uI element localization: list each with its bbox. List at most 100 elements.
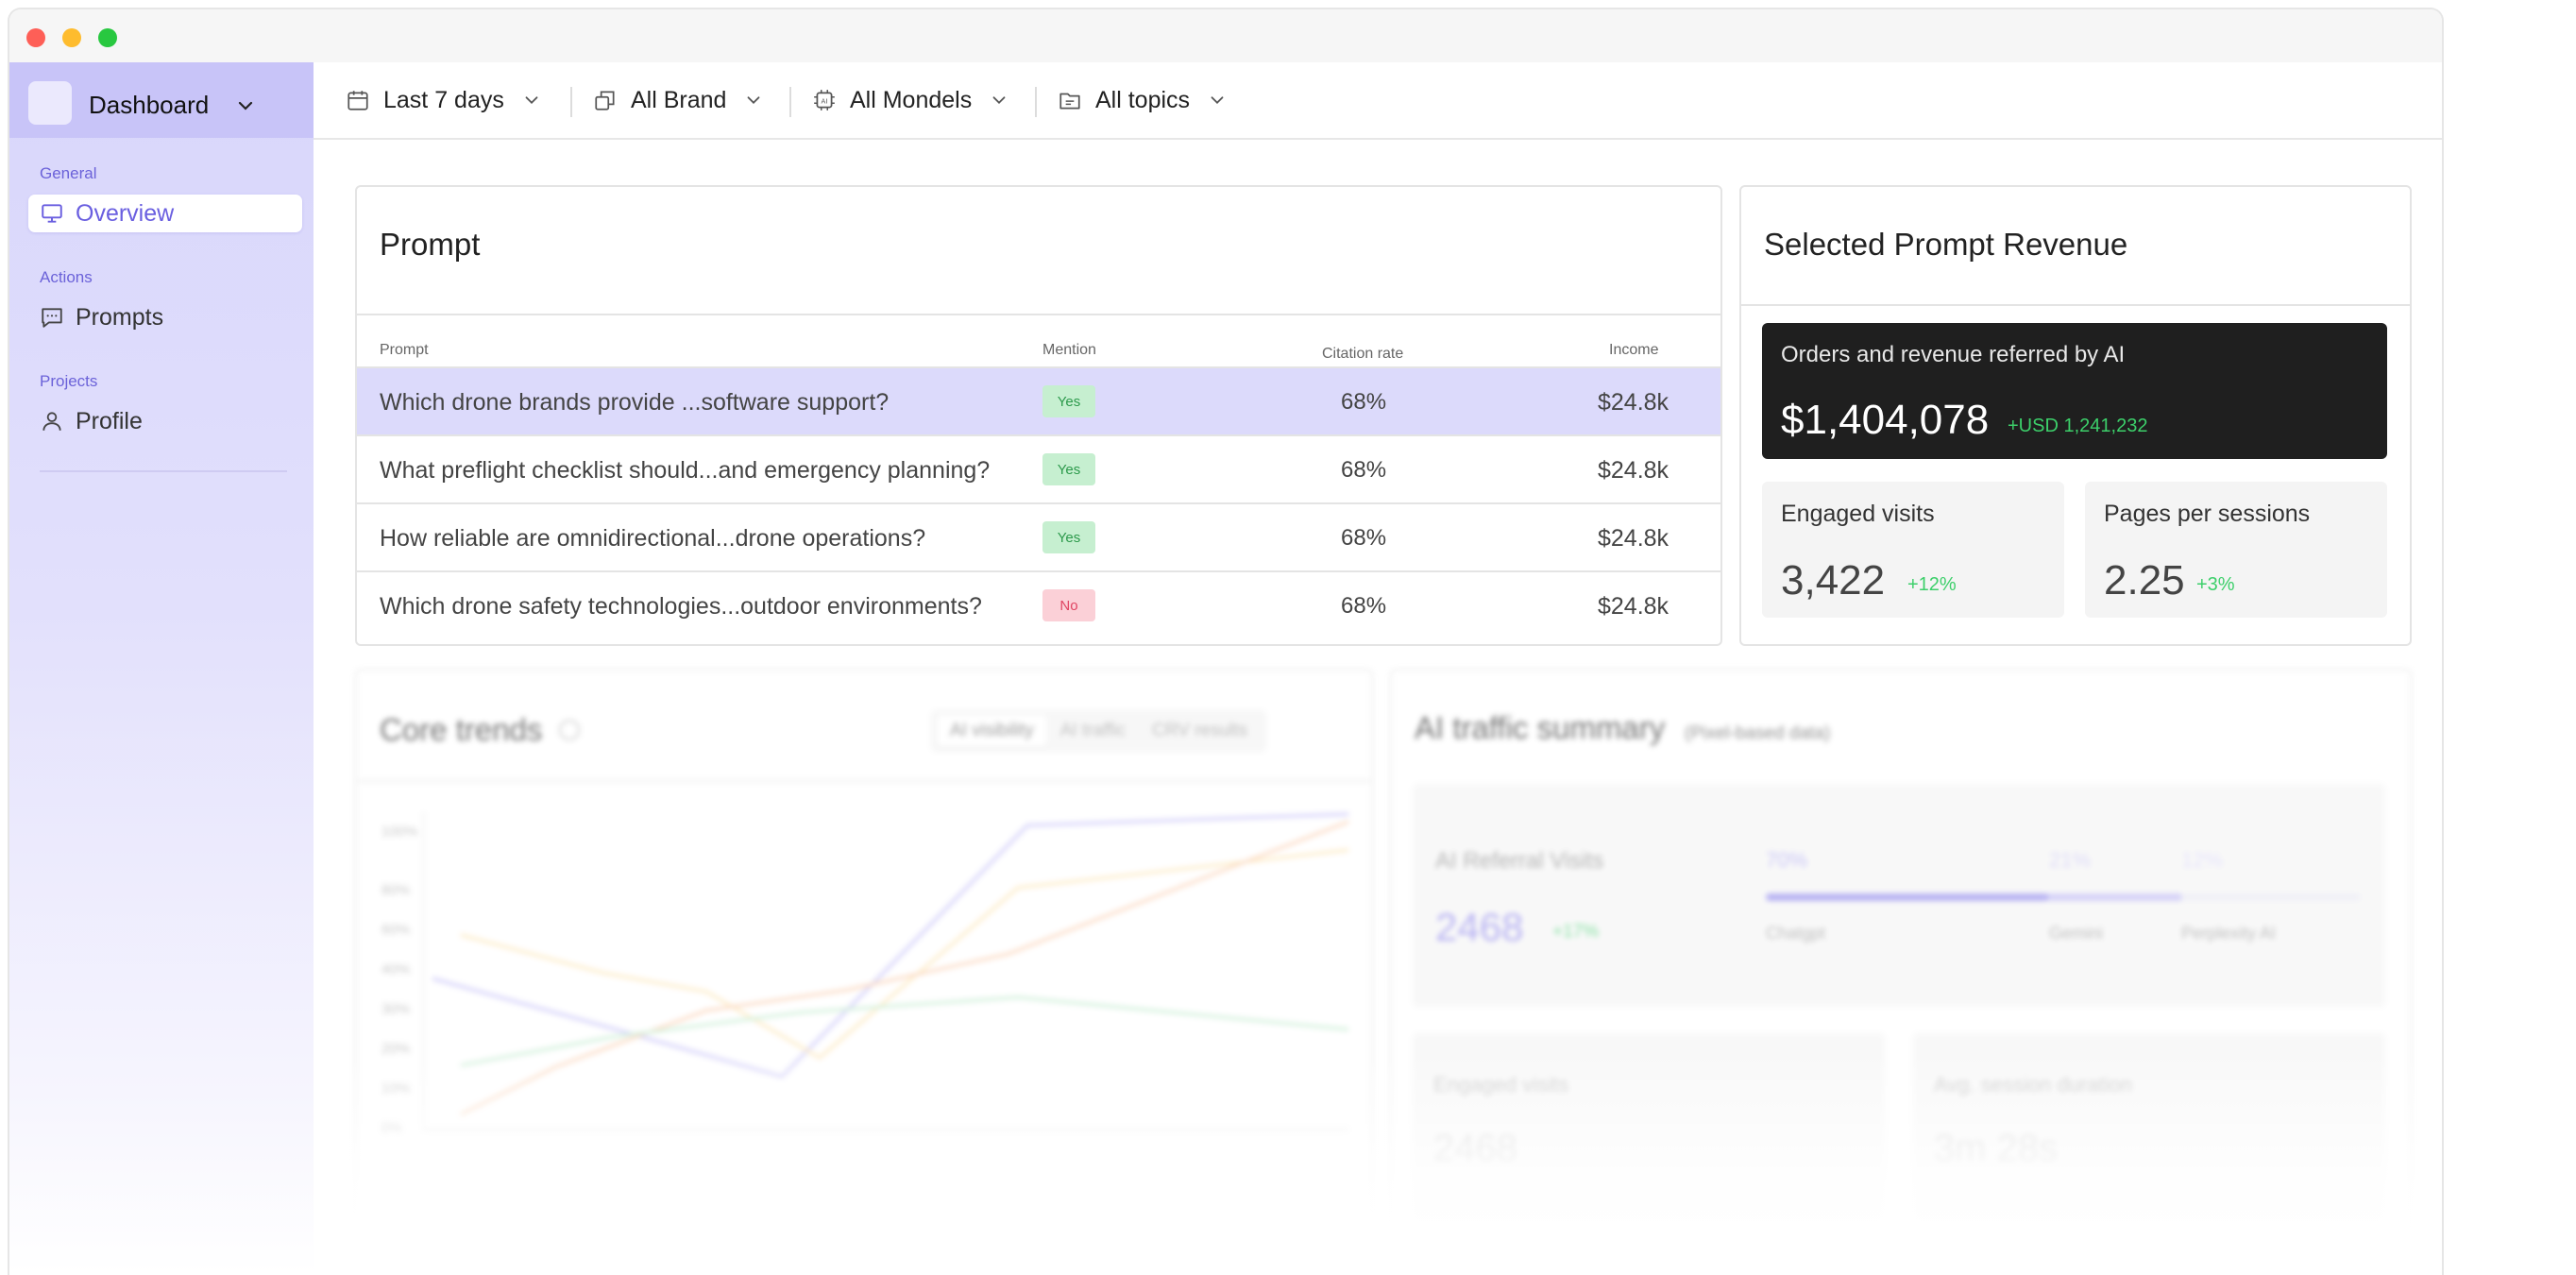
folder-icon [1058, 88, 1082, 112]
tab-ai-traffic[interactable]: AI traffic [1059, 721, 1127, 740]
prompt-text: Which drone brands provide ...software s… [380, 389, 890, 416]
mention-badge: Yes [1042, 521, 1095, 553]
y-tick-label: 0% [381, 1120, 402, 1136]
card-divider [357, 780, 1371, 782]
sidebar-item-profile[interactable]: Profile [28, 402, 302, 440]
y-tick-label: 60% [381, 922, 411, 938]
mention-badge: Yes [1042, 453, 1095, 485]
citation-rate: 68% [1341, 457, 1387, 483]
chevron-down-icon [989, 90, 1009, 110]
info-icon[interactable] [559, 720, 580, 740]
mention-badge: Yes [1042, 385, 1095, 417]
income-value: $24.8k [1598, 525, 1669, 552]
filter-bar: Last 7 days All Brand AI All Mondels [314, 62, 2442, 140]
column-header-mention: Mention [1042, 342, 1096, 358]
pages-per-session-value: 2.25 [2104, 557, 2185, 604]
tab-crv-results[interactable]: CRV results [1152, 721, 1248, 740]
date-range-value: Last 7 days [383, 86, 504, 113]
chevron-down-icon [1207, 90, 1228, 110]
section-label-general: General [40, 164, 97, 182]
referral-label: AI Referral Visits [1435, 848, 1604, 874]
y-tick-label: 40% [381, 961, 411, 978]
referral-value: 2468 [1435, 905, 1524, 949]
table-row[interactable]: What preflight checklist should...and em… [357, 434, 1720, 504]
title-bar [9, 9, 2442, 62]
app-window: Dashboard General Overview Actions Promp… [8, 8, 2444, 1275]
brand-filter[interactable]: All Brand [593, 62, 764, 138]
topics-filter[interactable]: All topics [1058, 62, 1228, 138]
prompt-card-title: Prompt [380, 227, 481, 262]
ai-traffic-summary-card: AI traffic summary (Pixel-based data) AI… [1390, 669, 2412, 1275]
engaged-visits-panel: Engaged visits 2468 [1413, 1033, 1885, 1222]
pages-per-session-delta: +3% [2196, 574, 2235, 595]
tab-ai-visibility[interactable]: AI visibility [937, 715, 1047, 747]
legend-gemini: Gemini [2049, 924, 2104, 943]
core-trends-card: Core trends AI visibility AI traffic CRV… [355, 669, 1373, 1275]
engaged-visits-value: 3,422 [1781, 557, 1886, 604]
legend-chatgpt: Chatgpt [1766, 924, 1826, 943]
share-bar [1766, 893, 2361, 901]
chevron-down-icon [234, 94, 257, 117]
citation-rate: 68% [1341, 389, 1387, 415]
filter-divider [789, 87, 791, 117]
chat-icon [40, 305, 64, 330]
referral-delta: +17% [1552, 922, 1600, 942]
workspace-avatar [28, 81, 72, 125]
brand-filter-value: All Brand [631, 86, 727, 113]
prompt-card: Prompt Prompt Mention Citation rate Inco… [355, 185, 1722, 646]
legend-perplexity: Perplexity AI [2181, 924, 2277, 943]
orders-revenue-panel: Orders and revenue referred by AI $1,404… [1762, 323, 2387, 459]
core-trends-title: Core trends [380, 712, 543, 747]
column-header-prompt: Prompt [380, 342, 429, 358]
prompt-text: Which drone safety technologies...outdoo… [380, 593, 982, 620]
sidebar-item-label: Overview [76, 199, 175, 227]
session-duration-value: 3m 28s [1934, 1128, 2059, 1169]
income-value: $24.8k [1598, 593, 1669, 620]
orders-delta: +USD 1,241,232 [2008, 416, 2148, 436]
column-header-citation-rate: Citation rate [1322, 346, 1404, 362]
mention-badge: No [1042, 589, 1095, 621]
y-tick-label: 100% [381, 824, 418, 840]
table-row[interactable]: How reliable are omnidirectional...drone… [357, 502, 1720, 572]
orders-label: Orders and revenue referred by AI [1781, 342, 2126, 367]
trend-tabs: AI visibility AI traffic CRV results [931, 710, 1267, 752]
sidebar: Dashboard General Overview Actions Promp… [9, 62, 314, 1275]
date-range-filter[interactable]: Last 7 days [346, 62, 542, 138]
revenue-card: Selected Prompt Revenue Orders and reven… [1739, 185, 2412, 646]
prompt-table-header: Prompt Mention Citation rate Income [357, 314, 1720, 368]
citation-rate: 68% [1341, 593, 1387, 619]
revenue-card-title: Selected Prompt Revenue [1764, 227, 2128, 262]
filter-divider [1035, 87, 1037, 117]
section-label-projects: Projects [40, 372, 98, 390]
share-gemini: 21% [2049, 848, 2092, 872]
traffic-summary-subtitle: (Pixel-based data) [1685, 723, 1831, 743]
y-tick-label: 10% [381, 1080, 411, 1096]
topics-filter-value: All topics [1095, 86, 1191, 113]
y-tick-label: 20% [381, 1041, 411, 1057]
workspace-label: Dashboard [89, 91, 210, 119]
share-bar-gemini [2049, 893, 2181, 901]
workspace-switcher[interactable]: Dashboard [9, 62, 314, 138]
share-chatgpt: 70% [1766, 848, 1808, 872]
sidebar-item-prompts[interactable]: Prompts [28, 298, 302, 336]
engaged-visits-value: 2468 [1433, 1128, 1517, 1169]
income-value: $24.8k [1598, 389, 1669, 416]
maximize-window-button[interactable] [98, 28, 117, 47]
sidebar-item-overview[interactable]: Overview [28, 195, 302, 232]
engaged-visits-delta: +12% [1907, 574, 1957, 595]
traffic-summary-title: AI traffic summary [1415, 710, 1666, 745]
table-row[interactable]: Which drone brands provide ...software s… [357, 366, 1720, 436]
calendar-icon [346, 88, 370, 112]
pages-per-session-label: Pages per sessions [2104, 501, 2311, 527]
y-tick-label: 80% [381, 882, 411, 898]
trend-lines [423, 812, 1349, 1130]
close-window-button[interactable] [26, 28, 45, 47]
chevron-down-icon [743, 90, 764, 110]
engaged-visits-label: Engaged visits [1781, 501, 1935, 527]
orders-value: $1,404,078 [1781, 397, 1990, 443]
table-row[interactable]: Which drone safety technologies...outdoo… [357, 570, 1720, 640]
models-filter-value: All Mondels [850, 86, 973, 113]
engaged-visits-tile: Engaged visits 3,422 +12% [1762, 482, 2064, 618]
minimize-window-button[interactable] [62, 28, 81, 47]
models-filter[interactable]: AI All Mondels [812, 62, 1009, 138]
